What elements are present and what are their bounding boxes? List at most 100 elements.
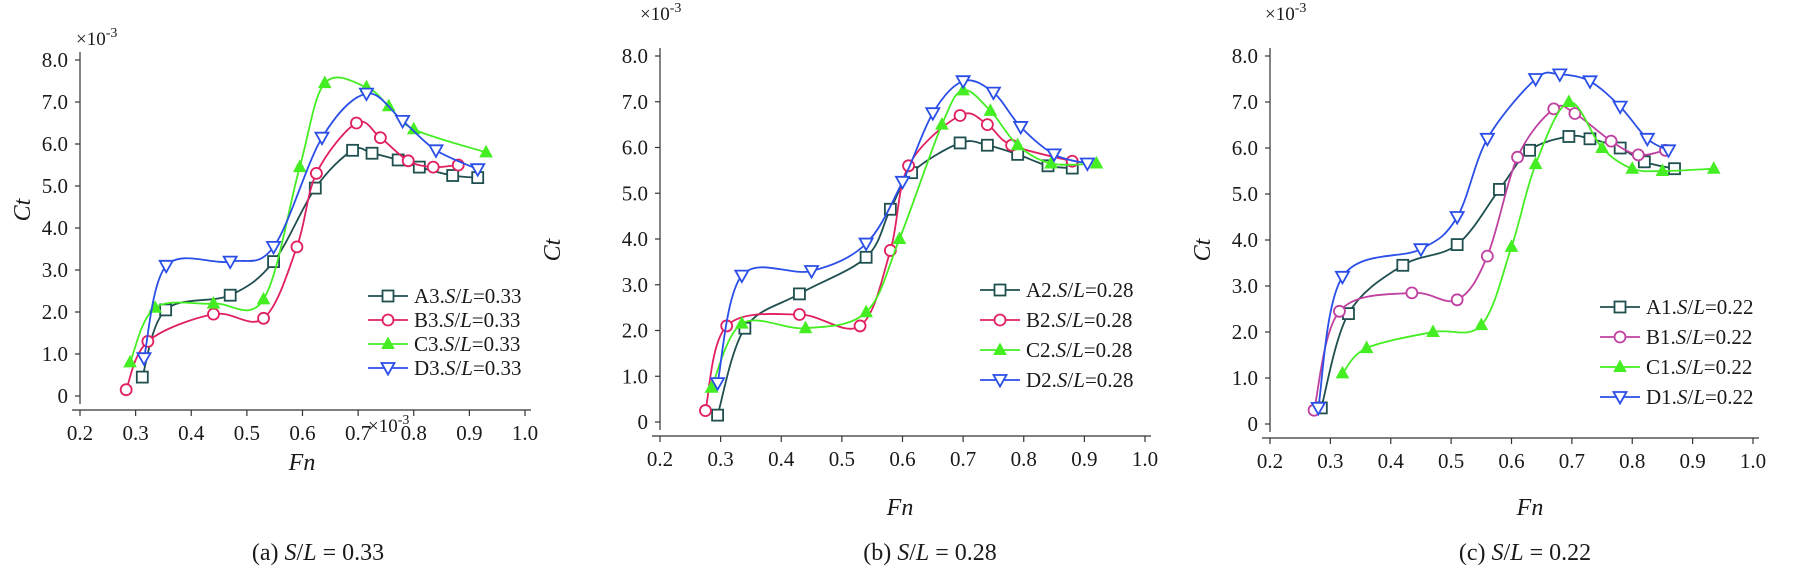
data-point [709,377,726,392]
data-point [980,118,994,132]
legend-marker [379,362,397,377]
data-point [401,154,415,168]
legend-marker [381,336,395,349]
x-tick-label: 0.3 [1317,449,1343,473]
data-point [1010,137,1025,151]
legend-label: C1.S/L=0.22 [1646,355,1752,379]
data-point [793,308,806,321]
legend-marker [1613,359,1627,372]
data-point [859,304,873,318]
y-tick-label: 3.0 [622,273,648,297]
legend: A3.S/L=0.33B3.S/L=0.33C3.S/L=0.33D3.S/L=… [368,284,522,380]
x-tick-label: 0.6 [1498,449,1524,473]
data-point [1504,239,1519,252]
data-point [358,87,375,102]
data-point [1612,100,1629,115]
x-tick-label: 0.4 [178,421,205,445]
y-tick-label: 4.0 [42,216,68,240]
legend: A2.S/L=0.28 B2.S/L=0.28 C2.S/L=0.28 D2.S/L=… [980,278,1134,392]
y-axis-label: Ct [10,197,36,221]
y-axis-label: Ct [1190,237,1216,261]
x-tick-label: 1.0 [1740,449,1766,473]
data-point [1562,94,1576,107]
x-tick-label: 0.7 [950,447,976,471]
data-point [223,288,237,302]
data-point [446,169,460,182]
y-tick-label: 4.0 [622,227,648,251]
data-point [894,175,911,191]
x-tick-label: 0.8 [1011,447,1037,471]
data-point [1493,182,1506,196]
x-tick-label: 1.0 [512,421,538,445]
data-point [206,296,221,309]
data-point [699,404,712,417]
data-point [1426,324,1440,337]
data-point [256,291,271,305]
data-point [308,181,322,195]
data-point [158,259,175,275]
y-tick-label: 8.0 [42,48,68,72]
data-point [858,237,875,252]
series-line [1317,71,1669,409]
y-tick-label: 1.0 [1232,366,1258,390]
y-multiplier: ×10-3 [76,26,117,50]
y-tick-label: 3.0 [1232,274,1258,298]
panel-caption: (b) S/L = 0.28 [863,540,997,566]
y-multiplier: ×10-3 [1265,1,1306,25]
data-point [135,352,153,367]
data-point [119,383,133,397]
data-point [346,143,359,157]
data-point [883,202,897,216]
data-point [426,160,440,174]
y-tick-label: 7.0 [42,90,68,114]
data-point [1046,148,1063,163]
legend: A1.S/L=0.22 B1.S/L=0.22 C1.S/L=0.22 D1.S/L=… [1600,295,1754,409]
data-point [290,240,304,254]
y-tick-label: 7.0 [1232,90,1258,114]
legend-label: B2.S/L=0.28 [1026,308,1132,332]
x-tick-label: 0.2 [647,447,673,471]
data-point [1668,162,1681,176]
data-point [1631,148,1645,162]
data-point [310,166,323,180]
data-point [1547,102,1561,116]
data-point [267,255,280,269]
y-tick-label: 0 [1248,412,1259,436]
data-point [222,255,239,270]
legend-label: D2.S/L=0.28 [1026,368,1134,392]
series-line [716,79,1088,384]
data-point [1449,211,1466,226]
x-tick-label: 0.2 [67,421,93,445]
data-point [735,316,749,329]
data-point [1660,144,1677,159]
data-point [317,75,332,89]
data-point [207,307,220,321]
data-point [1333,304,1346,318]
data-point [853,319,867,333]
legend-label: A3.S/L=0.33 [414,284,522,308]
data-point [427,144,445,159]
series-d3 [135,87,486,367]
data-point [1523,143,1537,157]
series-a2 [711,136,1079,422]
data-point [892,231,907,244]
data-point [1396,258,1410,272]
data-point [1706,161,1721,174]
y-tick-label: 1.0 [622,364,648,388]
data-point [953,136,967,150]
legend-marker [1611,391,1629,406]
series-a3 [135,143,485,384]
data-point [1625,161,1640,174]
data-point [924,107,941,122]
data-point [1412,243,1429,258]
data-point [292,159,307,173]
data-point [733,269,750,284]
series-line [704,112,1073,411]
data-point [135,370,149,384]
data-point [373,131,387,145]
data-point [1655,163,1670,176]
data-point [980,138,994,152]
legend-label: D3.S/L=0.33 [414,356,522,380]
y-axis-label: Ct [540,237,566,261]
legend-marker [993,342,1007,355]
